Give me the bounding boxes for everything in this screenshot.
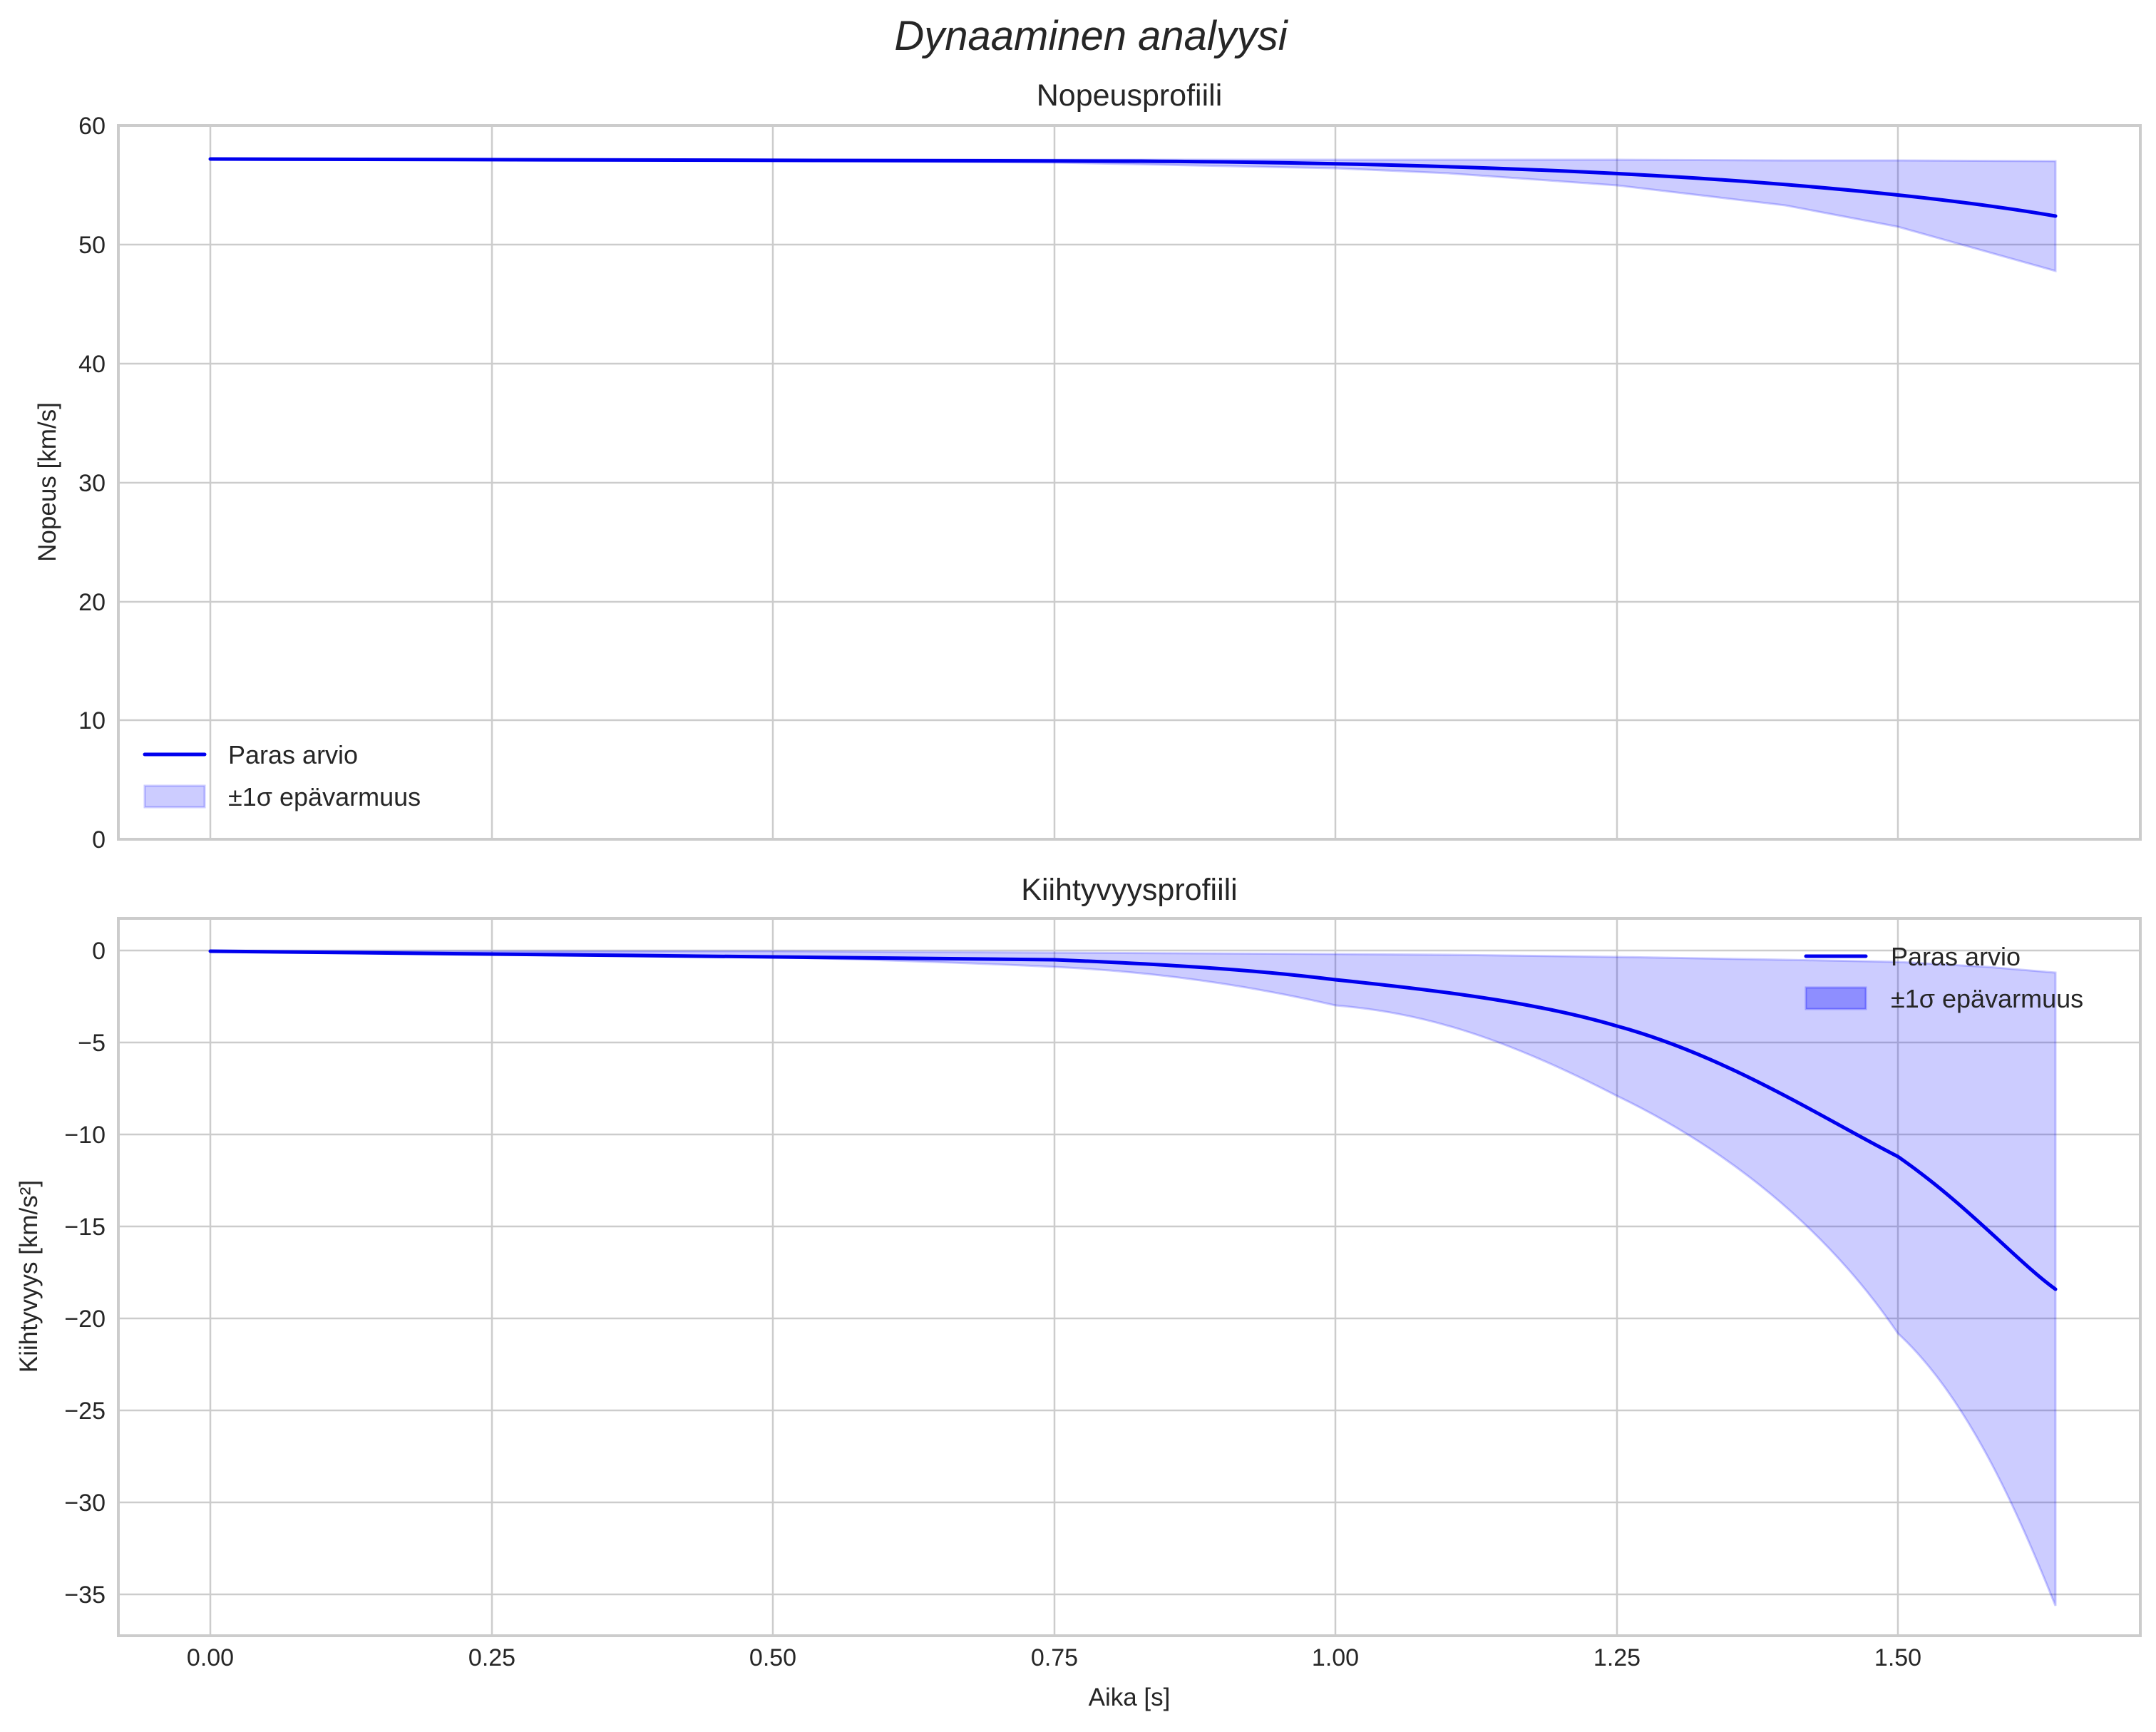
xticks: 0.00 0.25 0.50 0.75 1.00 1.25 1.50 (187, 1644, 1921, 1671)
xtick: 0.75 (1031, 1644, 1078, 1671)
acceleration-ylabel: Kiihtyvyys [km/s²] (15, 1180, 43, 1373)
legend-band-swatch (1805, 986, 1867, 1010)
ytick: 60 (78, 113, 106, 140)
velocity-axes-frame (117, 124, 2142, 841)
xtick: 1.50 (1874, 1644, 1921, 1671)
legend-band-label: ±1σ epävarmuus (1891, 984, 2083, 1013)
legend-line-label: Paras arvio (228, 740, 358, 769)
ytick: 30 (78, 470, 106, 497)
figure-title: Dynaaminen analyysi (894, 13, 1288, 59)
ytick: −35 (64, 1582, 106, 1609)
acceleration-plot-title: Kiihtyvyysprofiili (1021, 873, 1237, 907)
acceleration-uncertainty-band (210, 950, 2057, 1607)
velocity-best-estimate-line (208, 157, 2058, 218)
velocity-yticks: 0 10 20 30 40 50 60 (78, 113, 106, 854)
xtick: 1.25 (1593, 1644, 1641, 1671)
acceleration-axes-frame (117, 917, 2142, 1637)
velocity-plot-title: Nopeusprofiili (1037, 78, 1223, 113)
xtick: 0.00 (187, 1644, 234, 1671)
legend-line-label: Paras arvio (1891, 942, 2021, 971)
velocity-plot: Nopeusprofiili 0 10 20 30 40 50 60 (34, 78, 2142, 854)
velocity-grid (118, 124, 2140, 839)
xtick: 0.50 (749, 1644, 796, 1671)
velocity-ylabel: Nopeus [km/s] (34, 402, 61, 562)
xtick: 0.25 (468, 1644, 515, 1671)
ytick: 50 (78, 232, 106, 259)
velocity-legend: Paras arvio ±1σ epävarmuus (143, 740, 421, 811)
ytick: −15 (64, 1214, 106, 1241)
ytick: 40 (78, 351, 106, 378)
ytick: 0 (92, 826, 106, 854)
ytick: −10 (64, 1122, 106, 1149)
acceleration-yticks: 0 −5 −10 −15 −20 −25 −30 −35 (64, 938, 106, 1609)
legend-band-label: ±1σ epävarmuus (228, 782, 421, 811)
legend-band-swatch (143, 784, 206, 809)
acceleration-best-estimate-line (208, 949, 2058, 1291)
x-axis-label: Aika [s] (1089, 1684, 1171, 1711)
ytick: −20 (64, 1306, 106, 1333)
acceleration-plot: Kiihtyvyysprofiili 0 −5 −10 −15 −20 (15, 873, 2142, 1711)
ytick: −30 (64, 1490, 106, 1517)
ytick: −25 (64, 1398, 106, 1425)
ytick: 10 (78, 707, 106, 734)
acceleration-legend: Paras arvio ±1σ epävarmuus (1804, 942, 2083, 1013)
ytick: 0 (92, 938, 106, 965)
xtick: 1.00 (1312, 1644, 1359, 1671)
acceleration-grid (118, 918, 2140, 1636)
ytick: −5 (78, 1030, 106, 1057)
ytick: 20 (78, 589, 106, 616)
